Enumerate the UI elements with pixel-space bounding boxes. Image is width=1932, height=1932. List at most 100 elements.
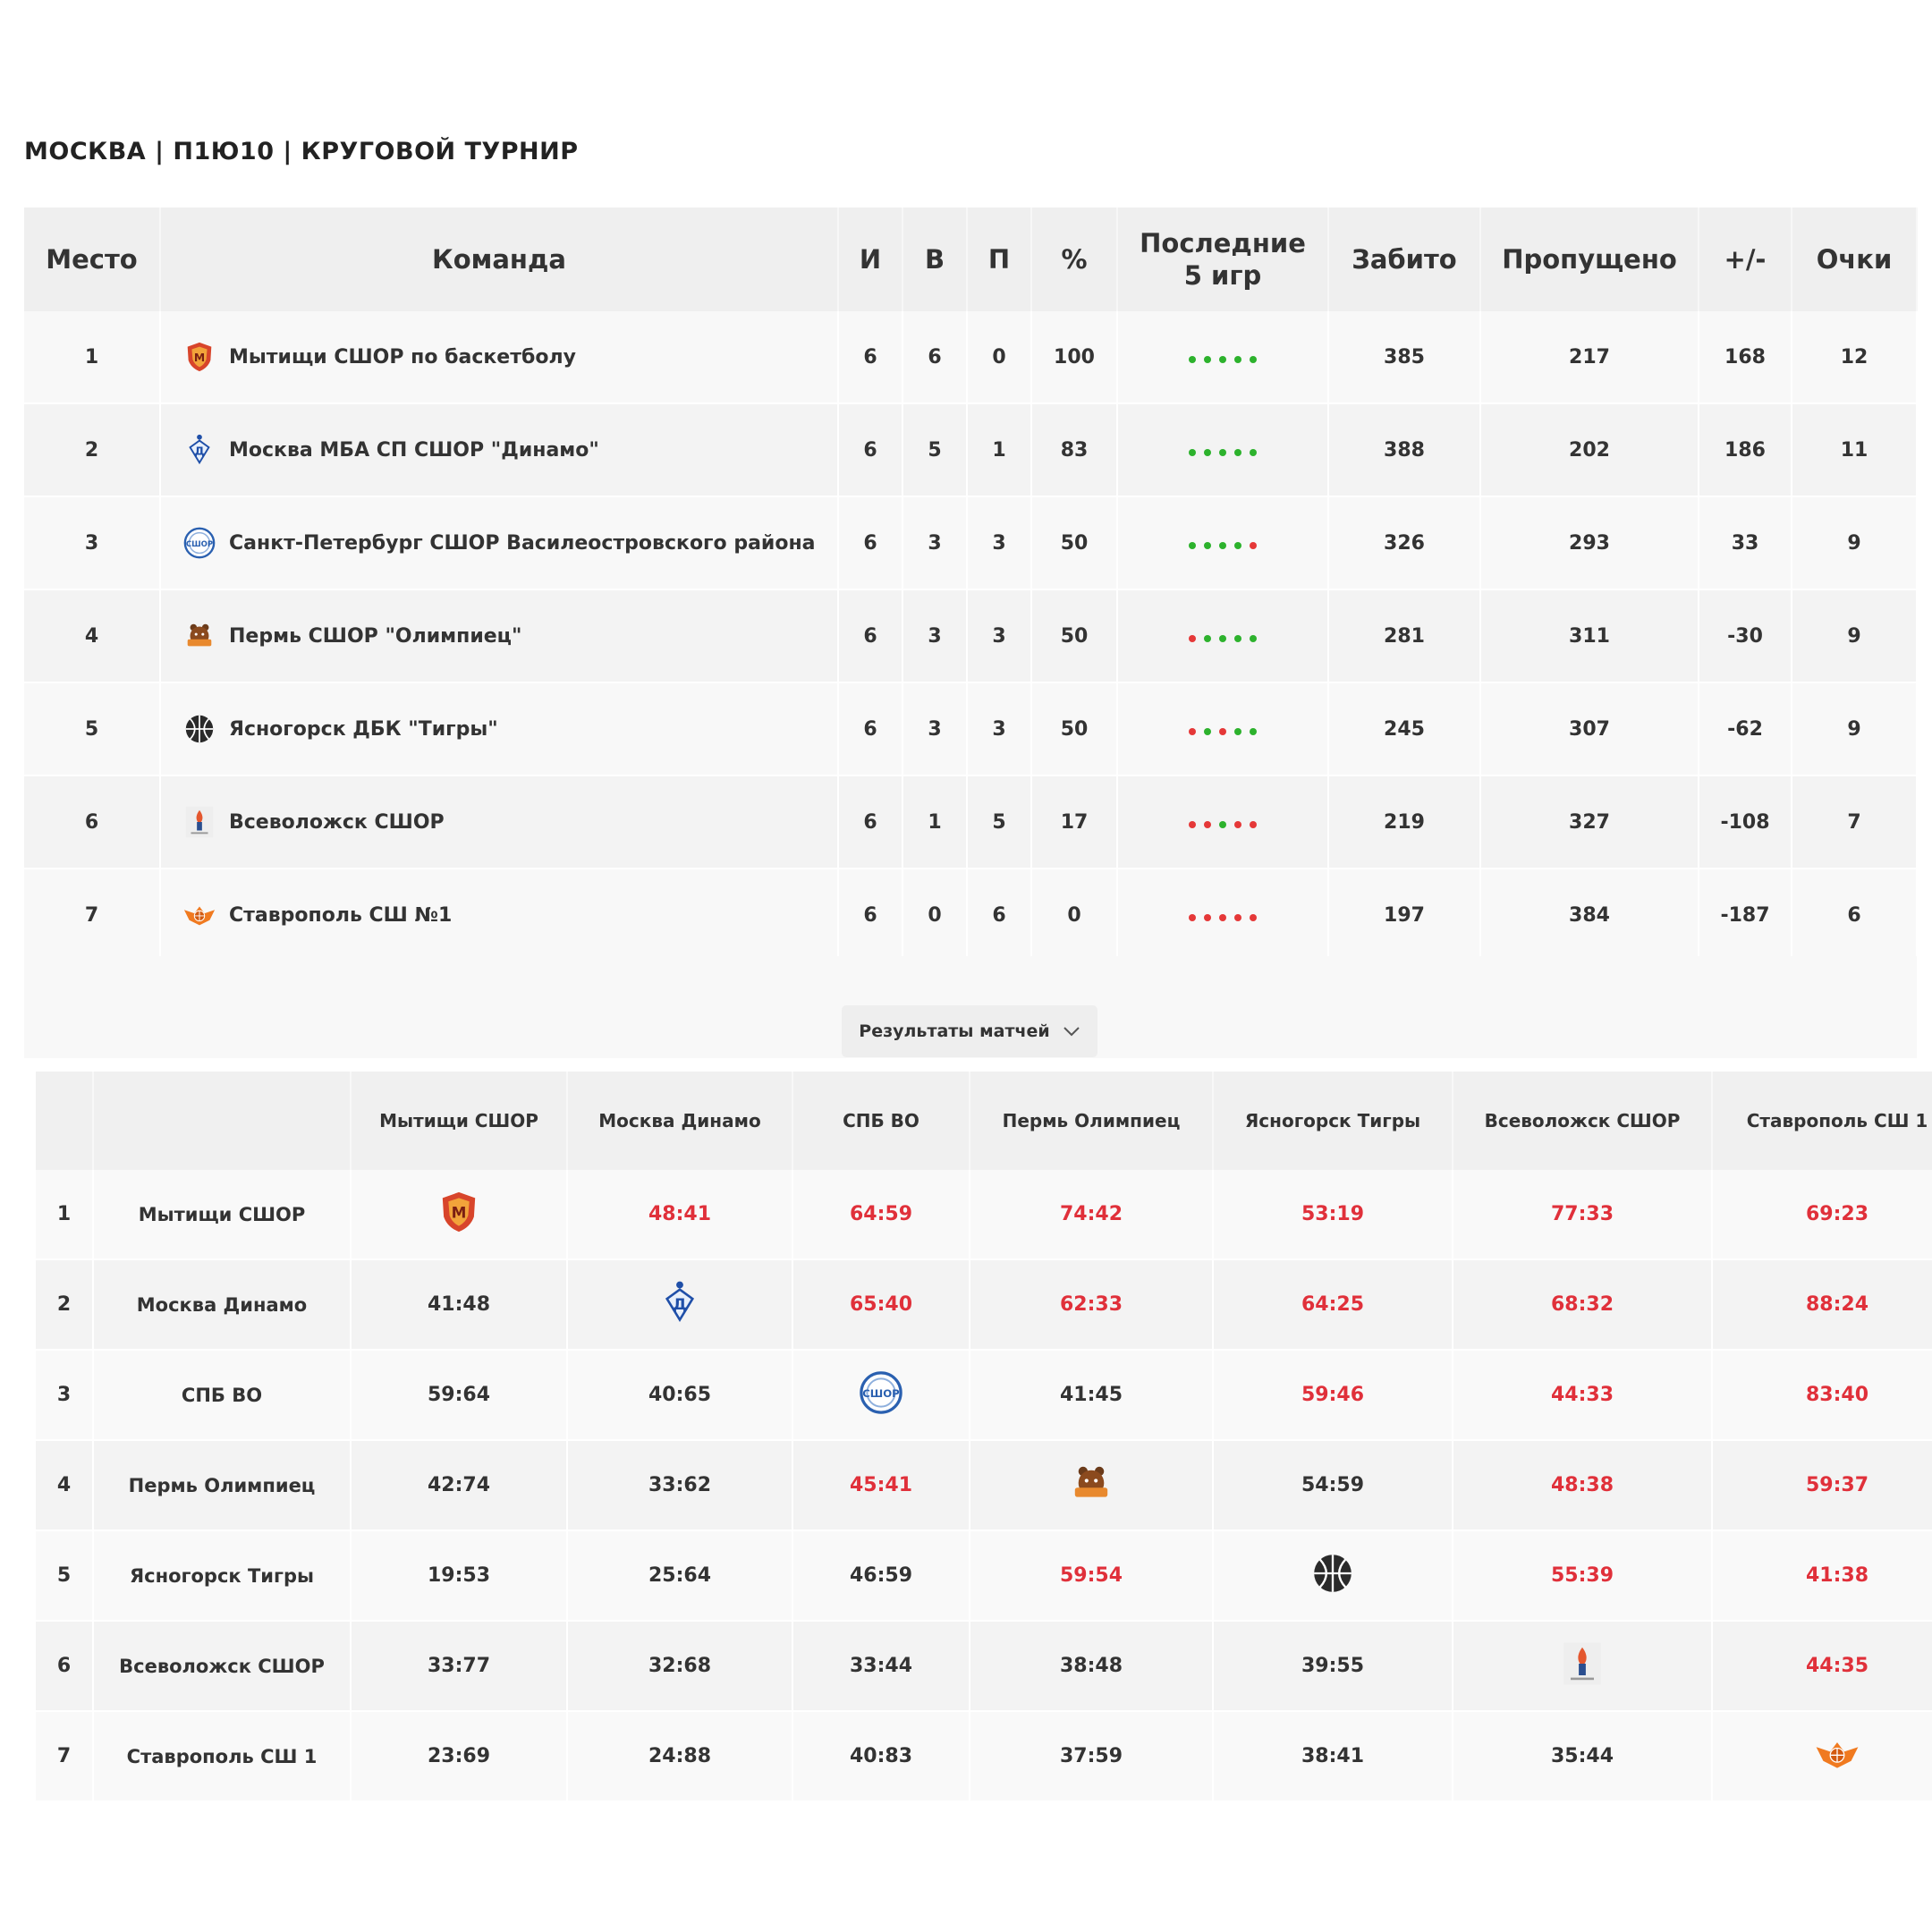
last5-cell xyxy=(1117,682,1329,776)
match-score[interactable]: 46:59 xyxy=(792,1530,970,1622)
matrix-row-team[interactable]: Ставрополь СШ 1 xyxy=(93,1711,352,1802)
scored-cell: 281 xyxy=(1328,589,1481,683)
match-score[interactable]: 38:48 xyxy=(970,1621,1214,1712)
matrix-column-header[interactable]: СПБ ВО xyxy=(792,1072,970,1170)
team-cell[interactable]: M Мытищи СШОР по баскетболу xyxy=(160,311,839,404)
team-name[interactable]: Ставрополь СШ №1 xyxy=(229,903,453,927)
place-cell: 3 xyxy=(24,496,161,590)
match-score[interactable]: 38:41 xyxy=(1213,1711,1453,1802)
matrix-column-header[interactable]: Мытищи СШОР xyxy=(351,1072,568,1170)
match-score[interactable]: 40:65 xyxy=(567,1350,793,1441)
last5-cell xyxy=(1117,589,1329,683)
match-score[interactable]: 19:53 xyxy=(351,1530,568,1622)
team-cell[interactable]: Д Москва МБА СП СШОР "Динамо" xyxy=(160,403,839,497)
match-score[interactable]: 23:69 xyxy=(351,1711,568,1802)
match-score[interactable]: 64:59 xyxy=(792,1170,970,1260)
match-score[interactable]: 88:24 xyxy=(1712,1259,1932,1351)
match-score[interactable]: 33:77 xyxy=(351,1621,568,1712)
matrix-column-header[interactable]: Ясногорск Тигры xyxy=(1213,1072,1453,1170)
matrix-row-team[interactable]: Мытищи СШОР xyxy=(93,1170,352,1260)
header-games[interactable]: И xyxy=(838,208,903,311)
team-cell[interactable]: Всеволожск СШОР xyxy=(160,775,839,869)
match-score[interactable]: 55:39 xyxy=(1453,1530,1713,1622)
match-score[interactable]: 64:25 xyxy=(1213,1259,1453,1351)
standings-row[interactable]: 6 Всеволожск СШОР 6 1 5 17 219 327 -108 7 xyxy=(24,775,1918,869)
match-score[interactable]: 48:38 xyxy=(1453,1440,1713,1531)
team-cell[interactable]: Ставрополь СШ №1 xyxy=(160,869,839,962)
header-conceded[interactable]: Пропущено xyxy=(1480,208,1699,311)
header-team[interactable]: Команда xyxy=(160,208,839,311)
match-score[interactable]: 45:41 xyxy=(792,1440,970,1531)
header-percent[interactable]: % xyxy=(1031,208,1118,311)
matrix-row-number: 2 xyxy=(36,1259,94,1351)
last5-dots xyxy=(1189,820,1257,828)
match-score[interactable]: 54:59 xyxy=(1213,1440,1453,1531)
match-score[interactable]: 33:62 xyxy=(567,1440,793,1531)
team-name[interactable]: Санкт-Петербург СШОР Василеостровского р… xyxy=(229,531,816,555)
match-score[interactable]: 24:88 xyxy=(567,1711,793,1802)
match-score[interactable]: 39:55 xyxy=(1213,1621,1453,1712)
matrix-column-header[interactable]: Всеволожск СШОР xyxy=(1453,1072,1713,1170)
team-name[interactable]: Москва МБА СП СШОР "Динамо" xyxy=(229,438,599,462)
standings-row[interactable]: 3 СШОР Санкт-Петербург СШОР Василеостровск… xyxy=(24,496,1918,590)
team-cell[interactable]: Пермь СШОР "Олимпиец" xyxy=(160,589,839,683)
matrix-column-header[interactable]: Ставрополь СШ 1 xyxy=(1712,1072,1932,1170)
header-last5[interactable]: Последние 5 игр xyxy=(1117,208,1329,311)
match-score[interactable]: 62:33 xyxy=(970,1259,1214,1351)
team-name[interactable]: Всеволожск СШОР xyxy=(229,810,445,834)
match-score[interactable]: 83:40 xyxy=(1712,1350,1932,1441)
team-cell[interactable]: Ясногорск ДБК "Тигры" xyxy=(160,682,839,776)
match-score[interactable]: 65:40 xyxy=(792,1259,970,1351)
match-score[interactable]: 40:83 xyxy=(792,1711,970,1802)
match-score[interactable]: 42:74 xyxy=(351,1440,568,1531)
matrix-row-team[interactable]: Всеволожск СШОР xyxy=(93,1621,352,1712)
matrix-diagonal-logo: M xyxy=(351,1170,568,1260)
match-score[interactable]: 59:64 xyxy=(351,1350,568,1441)
match-score[interactable]: 32:68 xyxy=(567,1621,793,1712)
standings-row[interactable]: 1 M Мытищи СШОР по баскетболу 6 6 0 100 385 217 1… xyxy=(24,311,1918,404)
standings-row[interactable]: 7 Ставрополь СШ №1 6 0 6 0 197 384 -187 6 xyxy=(24,869,1918,962)
spb-logo-icon: СШОР xyxy=(858,1369,904,1416)
match-score[interactable]: 48:41 xyxy=(567,1170,793,1260)
match-score[interactable]: 53:19 xyxy=(1213,1170,1453,1260)
match-score[interactable]: 59:37 xyxy=(1712,1440,1932,1531)
match-score[interactable]: 25:64 xyxy=(567,1530,793,1622)
matrix-column-header[interactable]: Москва Динамо xyxy=(567,1072,793,1170)
header-points[interactable]: Очки xyxy=(1792,208,1918,311)
match-score[interactable]: 77:33 xyxy=(1453,1170,1713,1260)
matrix-row-team[interactable]: Ясногорск Тигры xyxy=(93,1530,352,1622)
match-score[interactable]: 41:45 xyxy=(970,1350,1214,1441)
matrix-column-header[interactable]: Пермь Олимпиец xyxy=(970,1072,1214,1170)
wins-cell: 3 xyxy=(902,682,968,776)
header-losses[interactable]: П xyxy=(967,208,1032,311)
matrix-row-team[interactable]: Пермь Олимпиец xyxy=(93,1440,352,1531)
header-diff[interactable]: +/- xyxy=(1699,208,1792,311)
match-score[interactable]: 68:32 xyxy=(1453,1259,1713,1351)
match-score[interactable]: 59:46 xyxy=(1213,1350,1453,1441)
team-name[interactable]: Мытищи СШОР по баскетболу xyxy=(229,345,576,369)
match-score[interactable]: 59:54 xyxy=(970,1530,1214,1622)
header-wins[interactable]: В xyxy=(902,208,968,311)
match-score[interactable]: 41:48 xyxy=(351,1259,568,1351)
match-score[interactable]: 33:44 xyxy=(792,1621,970,1712)
standings-row[interactable]: 2 Д Москва МБА СП СШОР "Динамо" 6 5 1 83 388 202… xyxy=(24,403,1918,497)
standings-row[interactable]: 5 Ясногорск ДБК "Тигры" 6 3 3 50 245 307 -62 9 xyxy=(24,682,1918,776)
team-cell[interactable]: СШОР Санкт-Петербург СШОР Василеостровско… xyxy=(160,496,839,590)
match-score[interactable]: 74:42 xyxy=(970,1170,1214,1260)
match-score[interactable]: 41:38 xyxy=(1712,1530,1932,1622)
match-score[interactable]: 35:44 xyxy=(1453,1711,1713,1802)
match-score[interactable]: 44:35 xyxy=(1712,1621,1932,1712)
standings-row[interactable]: 4 Пермь СШОР "Олимпиец" 6 3 3 50 281 311 -30 9 xyxy=(24,589,1918,683)
team-name[interactable]: Пермь СШОР "Олимпиец" xyxy=(229,624,522,648)
place-cell: 7 xyxy=(24,869,161,962)
match-score[interactable]: 69:23 xyxy=(1712,1170,1932,1260)
team-name[interactable]: Ясногорск ДБК "Тигры" xyxy=(229,717,498,741)
match-score[interactable]: 44:33 xyxy=(1453,1350,1713,1441)
matrix-row-team[interactable]: СПБ ВО xyxy=(93,1350,352,1441)
win-dot xyxy=(1234,634,1241,642)
header-scored[interactable]: Забито xyxy=(1328,208,1481,311)
match-score[interactable]: 37:59 xyxy=(970,1711,1214,1802)
matrix-row-team[interactable]: Москва Динамо xyxy=(93,1259,352,1351)
header-place[interactable]: Место xyxy=(24,208,161,311)
match-results-button[interactable]: Результаты матчей xyxy=(842,1005,1097,1057)
